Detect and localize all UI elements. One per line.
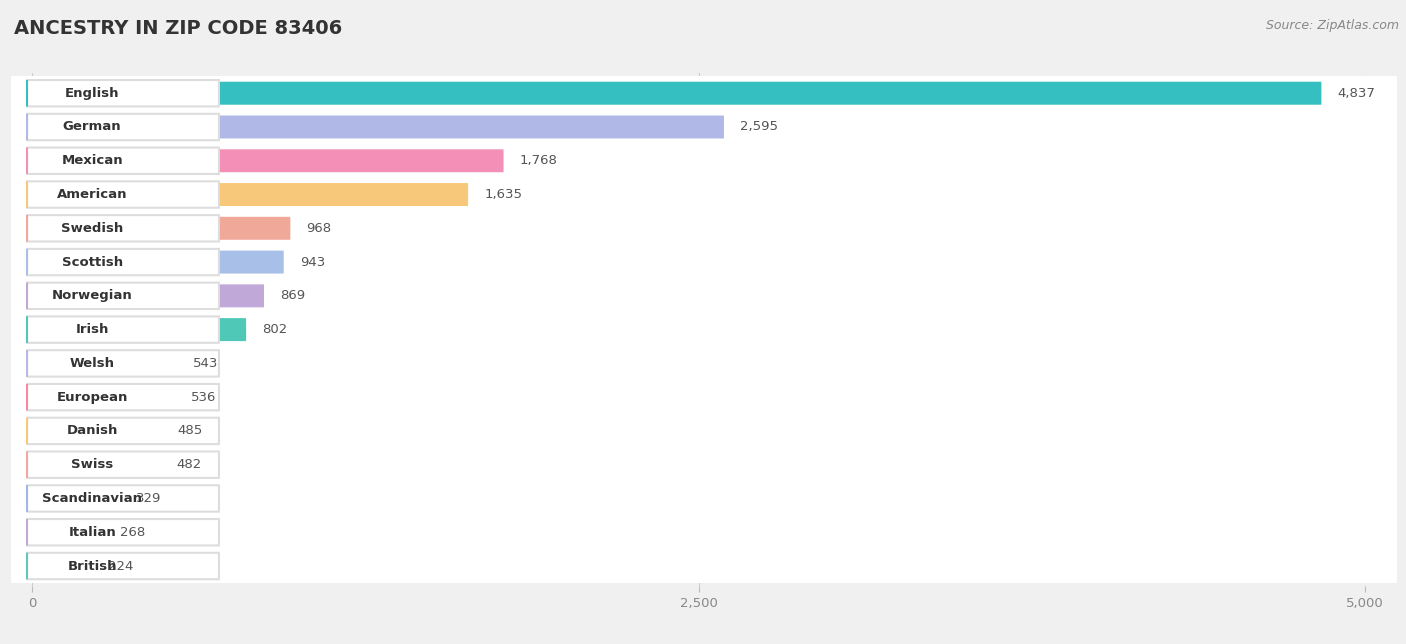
- FancyBboxPatch shape: [11, 144, 1396, 178]
- FancyBboxPatch shape: [11, 77, 1396, 110]
- Text: British: British: [67, 560, 117, 573]
- Text: 943: 943: [299, 256, 325, 269]
- Text: Scottish: Scottish: [62, 256, 122, 269]
- FancyBboxPatch shape: [27, 451, 219, 478]
- FancyBboxPatch shape: [27, 114, 219, 140]
- Text: Swedish: Swedish: [60, 222, 124, 235]
- FancyBboxPatch shape: [27, 486, 219, 512]
- Text: 4,837: 4,837: [1337, 87, 1375, 100]
- FancyBboxPatch shape: [32, 115, 724, 138]
- FancyBboxPatch shape: [27, 147, 219, 174]
- Text: American: American: [56, 188, 128, 201]
- Text: 802: 802: [262, 323, 287, 336]
- Text: Irish: Irish: [76, 323, 108, 336]
- FancyBboxPatch shape: [32, 318, 246, 341]
- FancyBboxPatch shape: [32, 453, 160, 476]
- Text: Source: ZipAtlas.com: Source: ZipAtlas.com: [1265, 19, 1399, 32]
- FancyBboxPatch shape: [11, 482, 1396, 515]
- Text: English: English: [65, 87, 120, 100]
- FancyBboxPatch shape: [11, 549, 1396, 583]
- FancyBboxPatch shape: [11, 515, 1396, 549]
- FancyBboxPatch shape: [11, 279, 1396, 313]
- FancyBboxPatch shape: [11, 380, 1396, 414]
- Text: 224: 224: [108, 560, 134, 573]
- FancyBboxPatch shape: [27, 316, 219, 343]
- FancyBboxPatch shape: [27, 519, 219, 545]
- FancyBboxPatch shape: [32, 487, 120, 510]
- FancyBboxPatch shape: [27, 80, 219, 106]
- FancyBboxPatch shape: [27, 215, 219, 242]
- FancyBboxPatch shape: [11, 448, 1396, 482]
- Text: Danish: Danish: [66, 424, 118, 437]
- FancyBboxPatch shape: [27, 249, 219, 275]
- FancyBboxPatch shape: [11, 313, 1396, 346]
- FancyBboxPatch shape: [11, 245, 1396, 279]
- Text: European: European: [56, 391, 128, 404]
- FancyBboxPatch shape: [11, 110, 1396, 144]
- Text: 268: 268: [120, 526, 145, 539]
- FancyBboxPatch shape: [27, 350, 219, 377]
- Text: 482: 482: [177, 458, 202, 471]
- FancyBboxPatch shape: [32, 251, 284, 274]
- FancyBboxPatch shape: [32, 183, 468, 206]
- FancyBboxPatch shape: [11, 414, 1396, 448]
- FancyBboxPatch shape: [11, 211, 1396, 245]
- FancyBboxPatch shape: [32, 419, 162, 442]
- Text: ANCESTRY IN ZIP CODE 83406: ANCESTRY IN ZIP CODE 83406: [14, 19, 342, 39]
- FancyBboxPatch shape: [27, 384, 219, 410]
- Text: 329: 329: [136, 492, 162, 505]
- Text: Swiss: Swiss: [70, 458, 114, 471]
- Text: Welsh: Welsh: [70, 357, 115, 370]
- Text: 968: 968: [307, 222, 332, 235]
- Text: 2,595: 2,595: [740, 120, 778, 133]
- Text: Italian: Italian: [69, 526, 117, 539]
- Text: 1,635: 1,635: [484, 188, 522, 201]
- FancyBboxPatch shape: [32, 149, 503, 172]
- FancyBboxPatch shape: [32, 285, 264, 307]
- FancyBboxPatch shape: [11, 178, 1396, 211]
- Text: German: German: [63, 120, 121, 133]
- FancyBboxPatch shape: [32, 82, 1322, 105]
- Text: Norwegian: Norwegian: [52, 289, 132, 302]
- FancyBboxPatch shape: [11, 346, 1396, 380]
- FancyBboxPatch shape: [32, 554, 93, 578]
- Text: 536: 536: [191, 391, 217, 404]
- FancyBboxPatch shape: [32, 386, 176, 409]
- Text: 1,768: 1,768: [520, 155, 557, 167]
- FancyBboxPatch shape: [32, 217, 291, 240]
- FancyBboxPatch shape: [27, 283, 219, 309]
- Text: 543: 543: [193, 357, 218, 370]
- FancyBboxPatch shape: [27, 418, 219, 444]
- Text: Scandinavian: Scandinavian: [42, 492, 142, 505]
- FancyBboxPatch shape: [27, 182, 219, 208]
- FancyBboxPatch shape: [32, 521, 104, 544]
- FancyBboxPatch shape: [27, 553, 219, 579]
- Text: 485: 485: [177, 424, 202, 437]
- Text: Mexican: Mexican: [62, 155, 122, 167]
- Text: 869: 869: [280, 289, 305, 302]
- FancyBboxPatch shape: [32, 352, 177, 375]
